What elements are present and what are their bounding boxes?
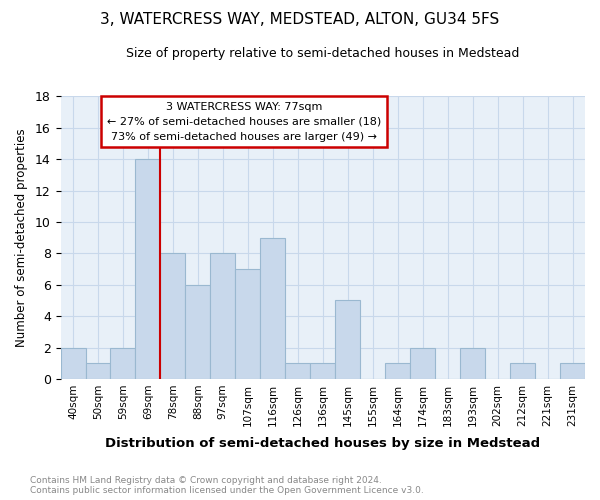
Bar [286, 363, 310, 379]
Bar [211, 254, 235, 379]
Text: 3 WATERCRESS WAY: 77sqm
← 27% of semi-detached houses are smaller (18)
73% of se: 3 WATERCRESS WAY: 77sqm ← 27% of semi-de… [107, 102, 381, 142]
Y-axis label: Number of semi-detached properties: Number of semi-detached properties [15, 128, 28, 347]
Bar [260, 238, 286, 379]
X-axis label: Distribution of semi-detached houses by size in Medstead: Distribution of semi-detached houses by … [105, 437, 541, 450]
Bar [185, 284, 211, 379]
Bar [385, 363, 410, 379]
Bar [110, 348, 136, 379]
Bar [410, 348, 435, 379]
Bar [235, 269, 260, 379]
Bar [310, 363, 335, 379]
Bar [136, 159, 160, 379]
Bar [510, 363, 535, 379]
Text: Contains HM Land Registry data © Crown copyright and database right 2024.
Contai: Contains HM Land Registry data © Crown c… [30, 476, 424, 495]
Bar [160, 254, 185, 379]
Text: 3, WATERCRESS WAY, MEDSTEAD, ALTON, GU34 5FS: 3, WATERCRESS WAY, MEDSTEAD, ALTON, GU34… [100, 12, 500, 28]
Bar [61, 348, 86, 379]
Bar [460, 348, 485, 379]
Title: Size of property relative to semi-detached houses in Medstead: Size of property relative to semi-detach… [126, 48, 520, 60]
Bar [560, 363, 585, 379]
Bar [86, 363, 110, 379]
Bar [335, 300, 360, 379]
